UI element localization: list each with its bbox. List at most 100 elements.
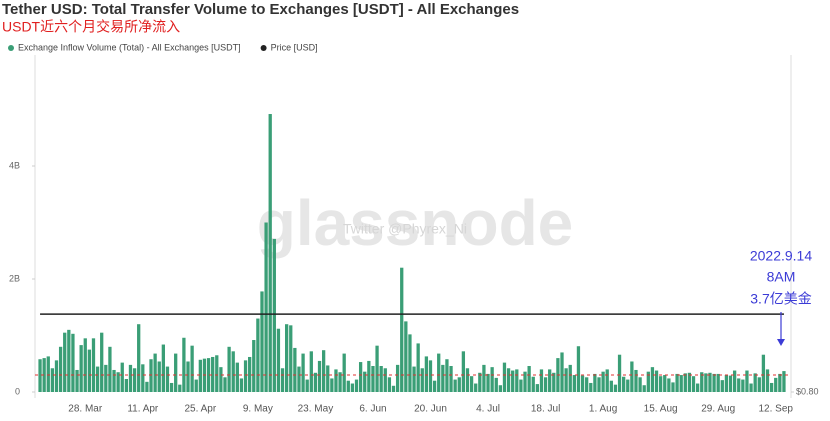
annotation: 3.7亿美金 <box>750 291 811 307</box>
bar <box>149 359 153 392</box>
bar <box>457 377 461 392</box>
bar <box>527 366 531 392</box>
bar <box>194 379 198 392</box>
bar <box>116 372 120 392</box>
bar <box>132 368 137 392</box>
x-tick-label: 15. Aug <box>644 404 678 415</box>
bar <box>280 368 285 392</box>
bar <box>297 366 301 392</box>
watermark: glassnode <box>257 187 574 259</box>
bar <box>289 325 293 392</box>
bar <box>654 370 659 392</box>
bar <box>465 368 470 392</box>
bar <box>153 353 157 392</box>
bar <box>667 378 671 392</box>
x-tick-label: 25. Apr <box>184 404 216 415</box>
bar <box>728 375 733 392</box>
bar <box>560 352 564 392</box>
bar <box>38 359 42 392</box>
bar <box>778 373 782 392</box>
bar <box>482 364 486 392</box>
bar <box>375 345 379 392</box>
bar <box>391 385 396 392</box>
bar <box>67 329 71 392</box>
bar <box>71 333 75 392</box>
bar <box>474 383 478 392</box>
bar <box>535 384 539 392</box>
x-tick-label: 1. Aug <box>589 404 617 415</box>
bar <box>757 377 761 392</box>
legend-marker <box>8 45 14 51</box>
bar <box>248 356 252 392</box>
bar <box>761 354 766 392</box>
bar <box>305 379 309 392</box>
bar <box>79 345 83 392</box>
bar <box>161 344 165 392</box>
legend-marker <box>260 45 267 51</box>
bar <box>494 377 498 392</box>
bar <box>412 366 416 392</box>
bar <box>700 372 704 392</box>
bar <box>642 385 646 392</box>
bar <box>309 351 313 392</box>
bar <box>182 337 186 392</box>
chart-subtitle: USDT近六个月交易所净流入 <box>2 19 180 35</box>
bar <box>424 356 429 392</box>
bar <box>383 368 387 392</box>
bar <box>330 378 334 392</box>
bar <box>112 369 116 392</box>
bar <box>58 346 63 392</box>
x-tick-label: 12. Sep <box>758 404 793 415</box>
bar <box>235 362 239 392</box>
bar <box>400 267 404 392</box>
bar <box>617 354 622 392</box>
bar <box>572 375 576 392</box>
bar <box>165 366 170 392</box>
bar <box>531 376 535 392</box>
bar <box>613 384 618 392</box>
bar <box>589 382 593 392</box>
bar <box>580 375 585 392</box>
bar <box>704 373 708 392</box>
bar <box>609 380 613 392</box>
x-tick-label: 11. Apr <box>127 404 159 415</box>
bar <box>313 372 318 392</box>
bar <box>342 353 346 392</box>
bar <box>334 369 338 392</box>
bar <box>712 373 716 392</box>
bar <box>490 367 494 392</box>
bar <box>605 369 609 392</box>
legend-label: Exchange Inflow Volume (Total) - All Exc… <box>18 42 241 52</box>
bar <box>663 375 667 392</box>
bar <box>301 353 305 392</box>
bar <box>646 371 650 392</box>
bar <box>765 369 770 392</box>
bar <box>321 350 326 392</box>
bar <box>190 345 194 392</box>
bar <box>486 373 490 392</box>
x-tick-label: 18. Jul <box>531 404 560 415</box>
bar <box>145 381 149 392</box>
bar <box>108 346 112 392</box>
bar <box>601 371 605 392</box>
bar <box>371 366 375 392</box>
bar <box>453 379 457 392</box>
bar <box>716 373 720 392</box>
bar <box>428 360 433 392</box>
bar <box>63 332 67 392</box>
bar <box>749 383 753 392</box>
x-tick-label: 6. Jun <box>359 404 386 415</box>
bar <box>317 360 322 392</box>
bar <box>211 356 215 392</box>
bar <box>157 361 161 392</box>
bar <box>219 367 223 392</box>
bar <box>169 382 174 392</box>
bar <box>408 334 412 392</box>
bar <box>264 222 268 392</box>
bar <box>753 373 757 392</box>
bar <box>293 347 297 392</box>
x-tick-label: 9. May <box>243 404 273 415</box>
bar <box>552 372 556 392</box>
bar <box>523 371 527 392</box>
bar <box>506 368 511 392</box>
